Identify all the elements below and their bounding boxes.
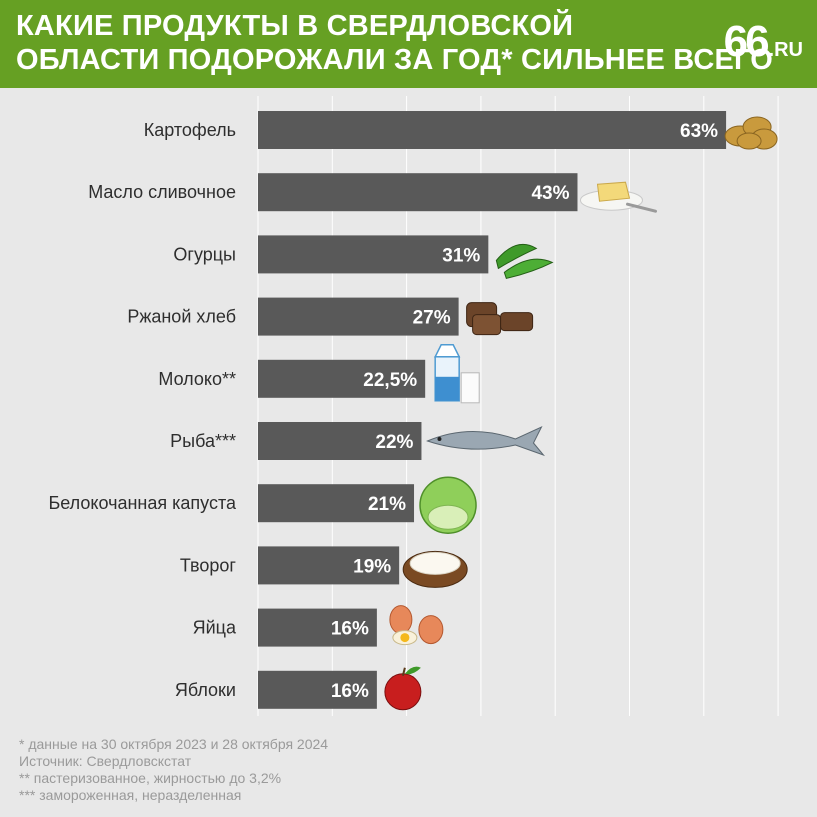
cheese-shape	[409, 551, 461, 575]
category-label: Творог	[180, 555, 237, 575]
bar	[258, 173, 578, 212]
data-label: 31%	[442, 245, 480, 266]
carton-label-shape	[435, 376, 460, 401]
footnote-milk: ** пастеризованное, жирностью до 3,2%	[19, 770, 282, 786]
milk-icon	[433, 344, 480, 404]
logo-number: 66	[723, 17, 770, 66]
bar	[258, 670, 377, 709]
cucumber-shape	[503, 258, 554, 279]
rye-bread-icon	[466, 302, 534, 336]
data-label: 43%	[531, 183, 569, 204]
header-banner: Какие продукты в Свердловской области по…	[0, 0, 817, 88]
cottage-cheese-icon	[402, 550, 468, 588]
apple-icon	[384, 666, 422, 711]
category-label: Яйца	[193, 618, 237, 638]
page-title: Какие продукты в Свердловской области по…	[16, 9, 773, 77]
potatoes-icon	[724, 116, 778, 150]
bar-chart: Картофель 63% Масло сливочное 43% Огурцы 31% Р…	[48, 96, 779, 716]
category-label: Рыба***	[170, 431, 236, 451]
data-label: 21%	[368, 494, 406, 515]
eggs-icon	[389, 605, 444, 646]
bar-row: Яблоки 16%	[175, 666, 422, 711]
bar-row: Ржаной хлеб 27%	[127, 297, 534, 336]
data-label: 16%	[331, 681, 369, 702]
knife-shape	[625, 202, 657, 213]
bar	[258, 359, 426, 398]
stem-shape	[401, 667, 406, 677]
leaf-shape	[404, 666, 421, 675]
bar-row: Молоко** 22,5%	[158, 344, 480, 404]
fish-icon	[426, 425, 546, 457]
bar-row: Творог 19%	[180, 546, 468, 588]
title-line-1: Какие продукты в Свердловской	[16, 10, 574, 42]
footnotes: * данные на 30 октября 2023 и 28 октября…	[19, 736, 328, 804]
category-label: Белокочанная капуста	[48, 493, 237, 513]
footnote-period: * данные на 30 октября 2023 и 28 октября…	[19, 736, 329, 752]
egg-shape	[418, 615, 444, 645]
cucumbers-icon	[495, 243, 554, 279]
butter-icon	[579, 181, 657, 213]
bar	[258, 484, 415, 523]
data-label: 22%	[375, 432, 413, 453]
bar	[258, 297, 459, 336]
bar	[258, 546, 400, 585]
apple-shape	[384, 673, 422, 711]
site-logo: 66 .RU	[724, 20, 803, 64]
bar	[258, 608, 377, 647]
cucumber-shape	[495, 243, 538, 270]
bar-row: Огурцы 31%	[173, 235, 554, 279]
category-label: Ржаной хлеб	[127, 307, 236, 327]
yolk-shape	[400, 633, 410, 643]
footnote-fish: *** замороженная, неразделенная	[19, 787, 242, 803]
bar-row: Яйца 16%	[193, 605, 444, 647]
category-label: Яблоки	[175, 680, 236, 700]
potato-shape	[736, 132, 762, 150]
category-label: Огурцы	[173, 244, 236, 264]
bar	[258, 111, 727, 149]
carton-top-shape	[433, 344, 461, 358]
bar	[258, 422, 422, 460]
data-label: 16%	[331, 619, 369, 640]
data-label: 63%	[680, 121, 718, 142]
bar-row: Рыба*** 22%	[170, 422, 546, 460]
fish-eye-shape	[437, 437, 442, 441]
logo-suffix: .RU	[768, 39, 803, 61]
bread-slice-shape	[472, 314, 502, 336]
data-label: 27%	[413, 308, 451, 329]
bar	[258, 235, 489, 274]
butter-block-shape	[596, 181, 631, 202]
category-label: Молоко**	[158, 369, 236, 389]
bar-row: Картофель 63%	[144, 111, 778, 150]
category-label: Масло сливочное	[88, 182, 236, 202]
bread-slice-shape	[500, 312, 534, 332]
bar-row: Масло сливочное 43%	[88, 173, 657, 213]
data-label: 19%	[353, 556, 391, 577]
cabbage-cut-shape	[427, 504, 469, 530]
category-label: Картофель	[144, 120, 236, 140]
footnote-source: Источник: Свердловскстат	[19, 753, 192, 769]
data-label: 22,5%	[363, 370, 417, 391]
egg-shape	[389, 605, 413, 635]
milk-glass-shape	[460, 372, 480, 404]
bar-row: Белокочанная капуста 21%	[48, 476, 477, 534]
fish-body-shape	[426, 425, 546, 457]
cabbage-icon	[419, 476, 477, 534]
title-line-2: области подорожали за год* сильнее всего	[16, 44, 774, 76]
